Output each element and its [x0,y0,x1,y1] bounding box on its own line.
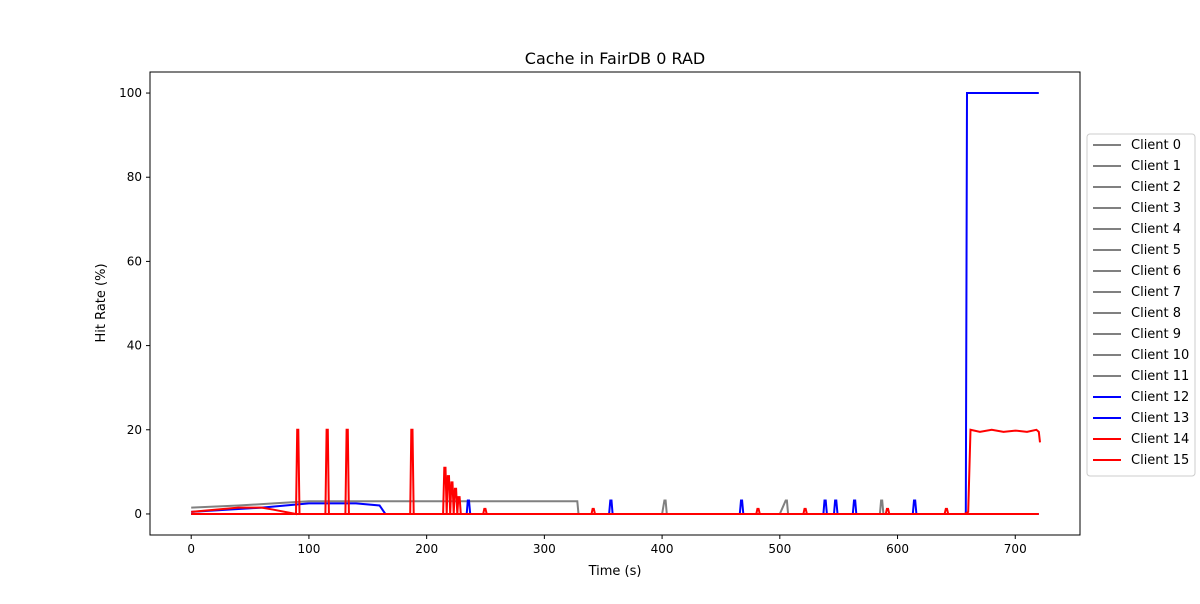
legend-entry: Client 3 [1131,201,1181,216]
legend: Client 0 Client 1 Client 2 Client 3 Client 4… [1086,133,1196,477]
x-tick-label: 300 [533,542,556,556]
y-tick-label: 80 [127,170,142,184]
legend-entry: Client 11 [1131,369,1189,384]
legend-entry: Client 13 [1131,411,1189,426]
plot-area [150,72,1080,535]
y-tick-label: 0 [134,507,142,521]
legend-entry: Client 0 [1131,138,1181,153]
legend-entry: Client 1 [1131,159,1181,174]
x-tick-label: 400 [651,542,674,556]
x-tick-label: 0 [187,542,195,556]
legend-entry: Client 8 [1131,306,1181,321]
y-tick-label: 100 [119,86,142,100]
legend-entry: Client 7 [1131,285,1181,300]
legend-entry: Client 4 [1131,222,1181,237]
legend-entry: Client 9 [1131,327,1181,342]
x-tick-label: 200 [415,542,438,556]
x-tick-label: 500 [768,542,791,556]
x-tick-label: 600 [886,542,909,556]
legend-entry: Client 10 [1131,348,1189,363]
y-axis-label: Hit Rate (%) [94,263,109,342]
y-tick-label: 20 [127,423,142,437]
legend-entry: Client 6 [1131,264,1181,279]
x-tick-label: 100 [297,542,320,556]
legend-entry: Client 15 [1131,453,1189,468]
series-line-client-14 [191,428,1041,516]
y-axis: 0 20 40 60 80 100 [119,86,150,521]
legend-entry: Client 12 [1131,390,1189,405]
y-tick-label: 60 [127,254,142,268]
series-layer [191,92,1041,516]
chart-title: Cache in FairDB 0 RAD [525,49,705,68]
legend-entry: Client 14 [1131,432,1189,447]
legend-entry: Client 5 [1131,243,1181,258]
legend-box [1086,133,1196,477]
x-axis-label: Time (s) [588,564,642,579]
x-axis: 0 100 200 300 400 500 600 700 [187,535,1027,556]
plot-frame [149,71,1081,536]
x-tick-label: 700 [1004,542,1027,556]
y-tick-label: 40 [127,339,142,353]
legend-entry: Client 2 [1131,180,1181,195]
